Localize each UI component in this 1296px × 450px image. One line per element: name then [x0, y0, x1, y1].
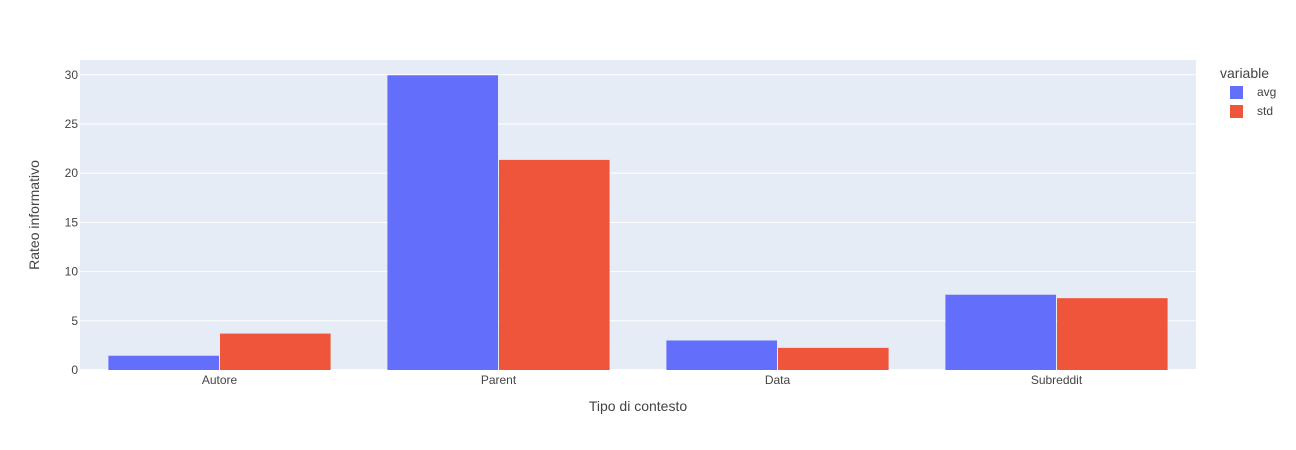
bar-std-data — [778, 347, 889, 370]
bar-std-parent — [499, 159, 610, 370]
legend-label-std: std — [1257, 104, 1273, 118]
legend-label-avg: avg — [1257, 85, 1276, 99]
y-axis-title: Rateo informativo — [26, 160, 42, 270]
x-tick-label: Subreddit — [1031, 373, 1083, 387]
x-tick-label: Autore — [202, 373, 238, 387]
bar-avg-subreddit — [945, 294, 1056, 370]
x-axis-ticks: Autore Parent Data Subreddit — [202, 373, 1083, 387]
bar-avg-autore — [108, 355, 219, 370]
x-tick-label: Parent — [481, 373, 517, 387]
legend-swatch-std — [1230, 105, 1243, 118]
legend: variable avg std — [1220, 65, 1276, 118]
y-axis-ticks: 0 5 10 15 20 25 30 — [65, 68, 79, 377]
y-tick-label: 30 — [65, 68, 79, 82]
legend-swatch-avg — [1230, 86, 1243, 99]
bar-avg-parent — [387, 75, 498, 370]
bar-avg-data — [666, 340, 777, 370]
legend-title: variable — [1220, 65, 1269, 81]
x-axis-title: Tipo di contesto — [589, 398, 688, 414]
y-tick-label: 20 — [65, 166, 79, 180]
x-tick-label: Data — [765, 373, 791, 387]
y-tick-label: 5 — [71, 314, 78, 328]
bars — [108, 75, 1168, 370]
bar-std-autore — [220, 333, 331, 370]
y-tick-label: 0 — [71, 363, 78, 377]
bar-std-subreddit — [1057, 298, 1168, 370]
y-tick-label: 10 — [65, 265, 79, 279]
y-tick-label: 25 — [65, 117, 79, 131]
y-tick-label: 15 — [65, 215, 79, 229]
